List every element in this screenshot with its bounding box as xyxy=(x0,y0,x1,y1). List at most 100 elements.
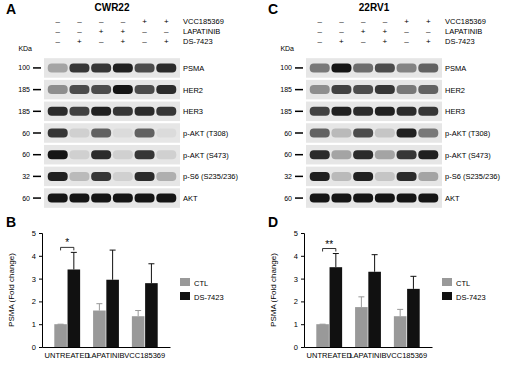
treatment-sign: + xyxy=(121,27,126,36)
treatment-name: LAPATINIB xyxy=(445,27,482,36)
y-tick-label: 5 xyxy=(32,229,36,238)
band xyxy=(310,172,330,181)
y-tick-mark xyxy=(301,324,304,325)
blot-strip xyxy=(44,123,180,143)
panel-label: C xyxy=(268,1,278,17)
y-tick: 0 xyxy=(32,343,42,352)
y-tick-label: 1 xyxy=(32,320,36,329)
band xyxy=(418,150,438,159)
blot-strip xyxy=(44,167,180,187)
band xyxy=(135,129,155,138)
band xyxy=(69,172,89,181)
error-bar xyxy=(148,264,154,283)
band xyxy=(91,129,111,138)
panel: B012345UNTREATEDLAPATINIBVCC185369PSMA (… xyxy=(6,214,224,360)
band xyxy=(48,172,68,181)
kda-label: 60 xyxy=(22,130,30,137)
band xyxy=(69,63,89,72)
band xyxy=(397,129,417,138)
y-tick-mark xyxy=(39,324,42,325)
treatment-sign: + xyxy=(426,17,431,26)
kda-dash xyxy=(33,132,41,134)
treatment-sign: + xyxy=(77,37,82,46)
legend-swatch xyxy=(180,292,190,300)
bar xyxy=(54,324,67,347)
band xyxy=(375,194,395,203)
error-stem xyxy=(99,304,100,311)
figure: ACWR22––––++VCC185369––++––LAPATINIB–+–+… xyxy=(0,0,520,380)
protein-label: p-S6 (S235/236) xyxy=(183,172,239,181)
x-axis: UNTREATEDLAPATINIBVCC185369 xyxy=(305,347,433,360)
treatment-sign: + xyxy=(339,37,344,46)
kda-dash xyxy=(295,197,303,199)
x-tick: VCC185369 xyxy=(386,347,427,360)
band xyxy=(69,85,89,94)
band xyxy=(69,129,89,138)
panel-label: A xyxy=(6,1,16,17)
protein-label: PSMA xyxy=(183,64,204,73)
y-tick: 1 xyxy=(294,320,304,329)
band xyxy=(331,172,351,181)
band xyxy=(375,107,395,116)
error-stem xyxy=(138,311,139,317)
legend-label: CTL xyxy=(194,279,208,288)
plot-area xyxy=(54,250,157,347)
legend-swatch xyxy=(442,278,452,286)
error-bar xyxy=(110,250,116,280)
band xyxy=(397,194,417,203)
error-cap xyxy=(96,303,102,304)
band xyxy=(91,85,111,94)
panel-label: B xyxy=(6,214,16,230)
y-tick-label: 2 xyxy=(294,297,298,306)
band xyxy=(353,194,373,203)
y-tick-mark xyxy=(39,279,42,280)
error-cap xyxy=(358,296,364,297)
treatment-sign: + xyxy=(404,17,409,26)
legend: CTLDS-7423 xyxy=(180,278,224,302)
treatment-sign: – xyxy=(77,17,82,26)
error-bar xyxy=(135,311,141,317)
x-axis-line xyxy=(43,347,171,348)
band xyxy=(331,150,351,159)
kda-dash xyxy=(33,197,41,199)
blot-strip xyxy=(44,58,180,78)
kda-label: 60 xyxy=(284,195,292,202)
band xyxy=(156,172,176,181)
kda-label: 185 xyxy=(18,86,30,93)
treatment-sign: – xyxy=(361,17,366,26)
band xyxy=(310,85,330,94)
band xyxy=(310,194,330,203)
band xyxy=(418,85,438,94)
significance-label: * xyxy=(65,237,69,248)
band xyxy=(353,107,373,116)
blot-strip xyxy=(306,167,442,187)
x-axis-line xyxy=(305,347,433,348)
blot-strip xyxy=(44,80,180,100)
band xyxy=(310,129,330,138)
treatment-sign: – xyxy=(142,37,147,46)
band xyxy=(375,150,395,159)
error-bar xyxy=(320,324,326,325)
error-cap xyxy=(397,309,403,310)
band xyxy=(113,150,133,159)
error-bar xyxy=(358,297,364,307)
protein-label: p-AKT (T308) xyxy=(183,129,229,138)
significance-label: ** xyxy=(325,239,333,250)
band xyxy=(91,194,111,203)
y-tick: 4 xyxy=(32,252,42,261)
band xyxy=(69,107,89,116)
panel: D012345UNTREATEDLAPATINIBVCC185369PSMA (… xyxy=(268,214,486,360)
kda-dash xyxy=(33,176,41,178)
x-tick-label: VCC185369 xyxy=(386,351,427,360)
band xyxy=(135,194,155,203)
panel: C22RV1––––++VCC185369––++––LAPATINIB–+–+… xyxy=(268,1,501,208)
bar xyxy=(145,283,158,347)
band xyxy=(91,63,111,72)
bar xyxy=(355,307,368,347)
band xyxy=(397,107,417,116)
y-tick-mark xyxy=(301,279,304,280)
band xyxy=(331,85,351,94)
band xyxy=(375,172,395,181)
bar xyxy=(407,289,420,347)
error-bar xyxy=(58,324,64,325)
